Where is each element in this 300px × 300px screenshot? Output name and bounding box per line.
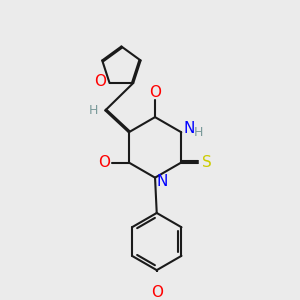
Text: O: O <box>151 285 163 300</box>
Text: H: H <box>89 104 98 117</box>
Text: O: O <box>99 155 111 170</box>
Text: O: O <box>94 74 106 89</box>
Text: N: N <box>156 173 167 188</box>
Text: H: H <box>194 126 203 139</box>
Text: S: S <box>202 155 212 170</box>
Text: N: N <box>184 122 195 136</box>
Text: O: O <box>149 85 161 100</box>
